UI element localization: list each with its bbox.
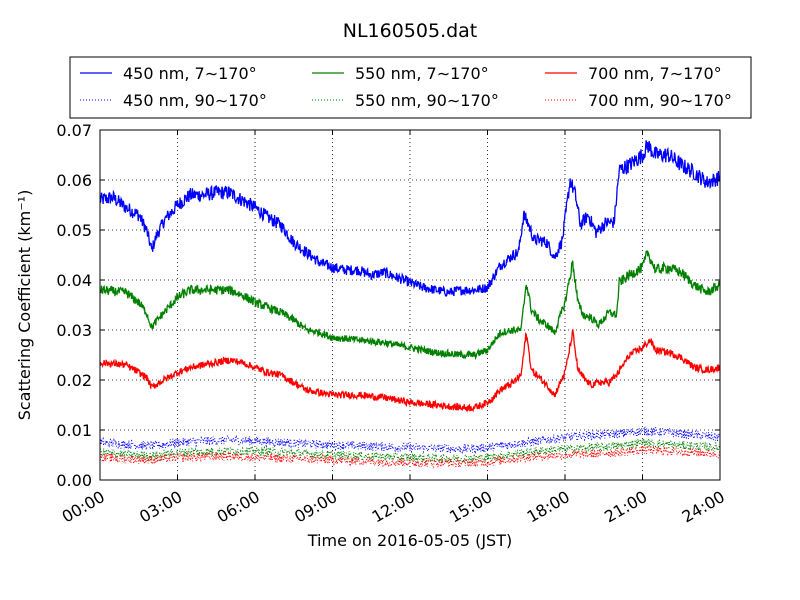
x-tick-label: 06:00 — [214, 487, 263, 527]
ticks: 00:00 03:00 06:00 09:00 12:00 15:00 18:00 21:00… — [56, 121, 728, 527]
legend-label-3: 550 nm, 90∼170° — [355, 91, 499, 110]
grid — [100, 130, 720, 480]
legend-label-0: 450 nm, 7∼170° — [123, 64, 257, 83]
legend-label-4: 700 nm, 7∼170° — [588, 64, 722, 83]
y-tick-label: 0.03 — [56, 321, 92, 340]
legend-label-5: 700 nm, 90∼170° — [588, 91, 732, 110]
series-line-4 — [99, 329, 721, 413]
y-tick-label: 0.05 — [56, 221, 92, 240]
y-tick-label: 0.04 — [56, 271, 92, 290]
legend-frame — [69, 56, 752, 119]
x-tick-label: 00:00 — [59, 487, 108, 527]
y-axis-label: Scattering Coefficient (km⁻¹) — [15, 190, 34, 421]
legend-label-2: 550 nm, 7∼170° — [355, 64, 489, 83]
series-line-2 — [99, 250, 721, 361]
x-tick-label: 21:00 — [601, 487, 650, 527]
x-tick-label: 18:00 — [524, 487, 573, 527]
y-tick-label: 0.01 — [56, 421, 92, 440]
y-tick-label: 0.06 — [56, 171, 92, 190]
y-tick-label: 0.00 — [56, 471, 92, 490]
series-line-0 — [99, 140, 721, 297]
y-tick-label: 0.07 — [56, 121, 92, 140]
x-tick-label: 24:00 — [679, 487, 728, 527]
x-axis-label: Time on 2016-05-05 (JST) — [307, 531, 512, 550]
series-line-5 — [99, 444, 721, 469]
legend-label-1: 450 nm, 90∼170° — [123, 91, 267, 110]
y-tick-label: 0.02 — [56, 371, 92, 390]
series-layer — [99, 140, 721, 469]
x-tick-label: 03:00 — [136, 487, 185, 527]
legend: 450 nm, 7∼170° 450 nm, 90∼170° 550 nm, 7∼1… — [69, 56, 752, 119]
x-tick-label: 09:00 — [291, 487, 340, 527]
series-line-1 — [99, 426, 721, 455]
x-tick-label: 15:00 — [446, 487, 495, 527]
x-tick-label: 12:00 — [369, 487, 418, 527]
chart-title: NL160505.dat — [343, 20, 478, 42]
